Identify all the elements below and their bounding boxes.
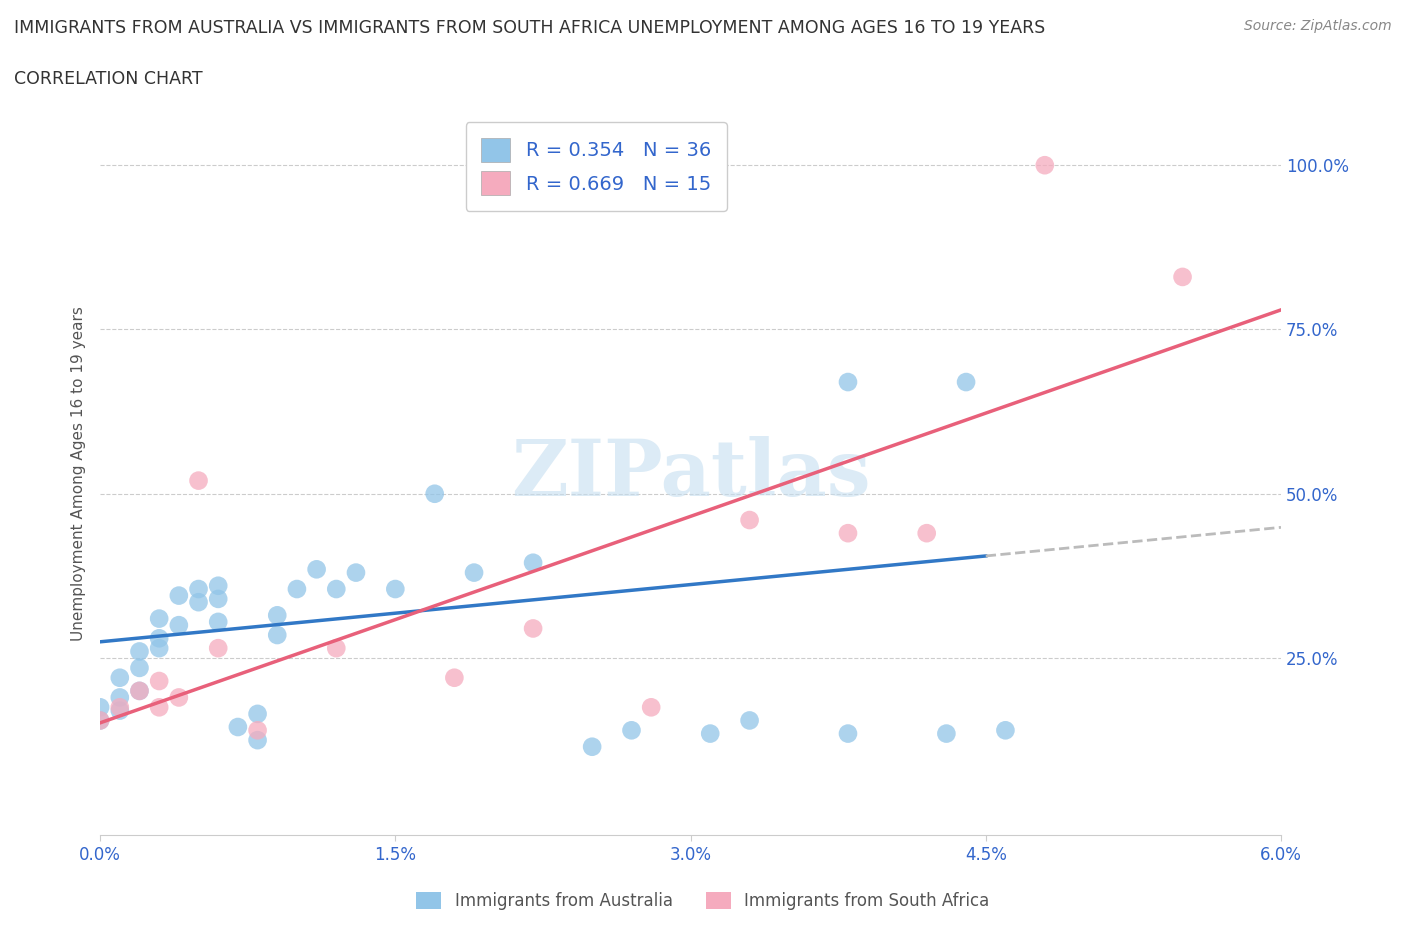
Point	[837, 525, 859, 540]
Point	[207, 591, 229, 606]
Point	[167, 618, 190, 632]
Point	[1171, 270, 1194, 285]
Point	[148, 673, 170, 688]
Point	[89, 713, 111, 728]
Point	[246, 723, 269, 737]
Point	[266, 608, 288, 623]
Point	[207, 615, 229, 630]
Y-axis label: Unemployment Among Ages 16 to 19 years: Unemployment Among Ages 16 to 19 years	[72, 307, 86, 642]
Point	[305, 562, 328, 577]
Point	[128, 644, 150, 658]
Point	[89, 700, 111, 715]
Point	[384, 581, 406, 596]
Text: CORRELATION CHART: CORRELATION CHART	[14, 70, 202, 87]
Point	[1033, 158, 1056, 173]
Point	[738, 713, 761, 728]
Point	[266, 628, 288, 643]
Point	[443, 671, 465, 685]
Legend: Immigrants from Australia, Immigrants from South Africa: Immigrants from Australia, Immigrants fr…	[409, 885, 997, 917]
Point	[148, 631, 170, 645]
Point	[285, 581, 308, 596]
Point	[128, 660, 150, 675]
Point	[344, 565, 367, 580]
Point	[187, 473, 209, 488]
Point	[738, 512, 761, 527]
Point	[837, 726, 859, 741]
Text: ZIPatlas: ZIPatlas	[510, 436, 870, 512]
Point	[837, 375, 859, 390]
Point	[108, 700, 131, 715]
Point	[167, 588, 190, 603]
Point	[207, 578, 229, 593]
Point	[128, 684, 150, 698]
Point	[187, 581, 209, 596]
Legend: R = 0.354   N = 36, R = 0.669   N = 15: R = 0.354 N = 36, R = 0.669 N = 15	[465, 123, 727, 211]
Point	[325, 641, 347, 656]
Point	[915, 525, 938, 540]
Point	[561, 158, 583, 173]
Point	[128, 684, 150, 698]
Point	[994, 723, 1017, 737]
Point	[522, 555, 544, 570]
Point	[522, 621, 544, 636]
Point	[167, 690, 190, 705]
Point	[423, 486, 446, 501]
Text: IMMIGRANTS FROM AUSTRALIA VS IMMIGRANTS FROM SOUTH AFRICA UNEMPLOYMENT AMONG AGE: IMMIGRANTS FROM AUSTRALIA VS IMMIGRANTS …	[14, 19, 1045, 36]
Point	[108, 690, 131, 705]
Point	[148, 641, 170, 656]
Point	[699, 726, 721, 741]
Point	[935, 726, 957, 741]
Point	[640, 700, 662, 715]
Point	[226, 720, 249, 735]
Point	[955, 375, 977, 390]
Point	[148, 700, 170, 715]
Point	[89, 713, 111, 728]
Point	[581, 739, 603, 754]
Point	[522, 158, 544, 173]
Point	[463, 565, 485, 580]
Point	[325, 581, 347, 596]
Point	[207, 641, 229, 656]
Point	[108, 671, 131, 685]
Point	[246, 733, 269, 748]
Point	[187, 594, 209, 609]
Point	[246, 707, 269, 722]
Point	[108, 703, 131, 718]
Text: Source: ZipAtlas.com: Source: ZipAtlas.com	[1244, 19, 1392, 33]
Point	[620, 723, 643, 737]
Point	[148, 611, 170, 626]
